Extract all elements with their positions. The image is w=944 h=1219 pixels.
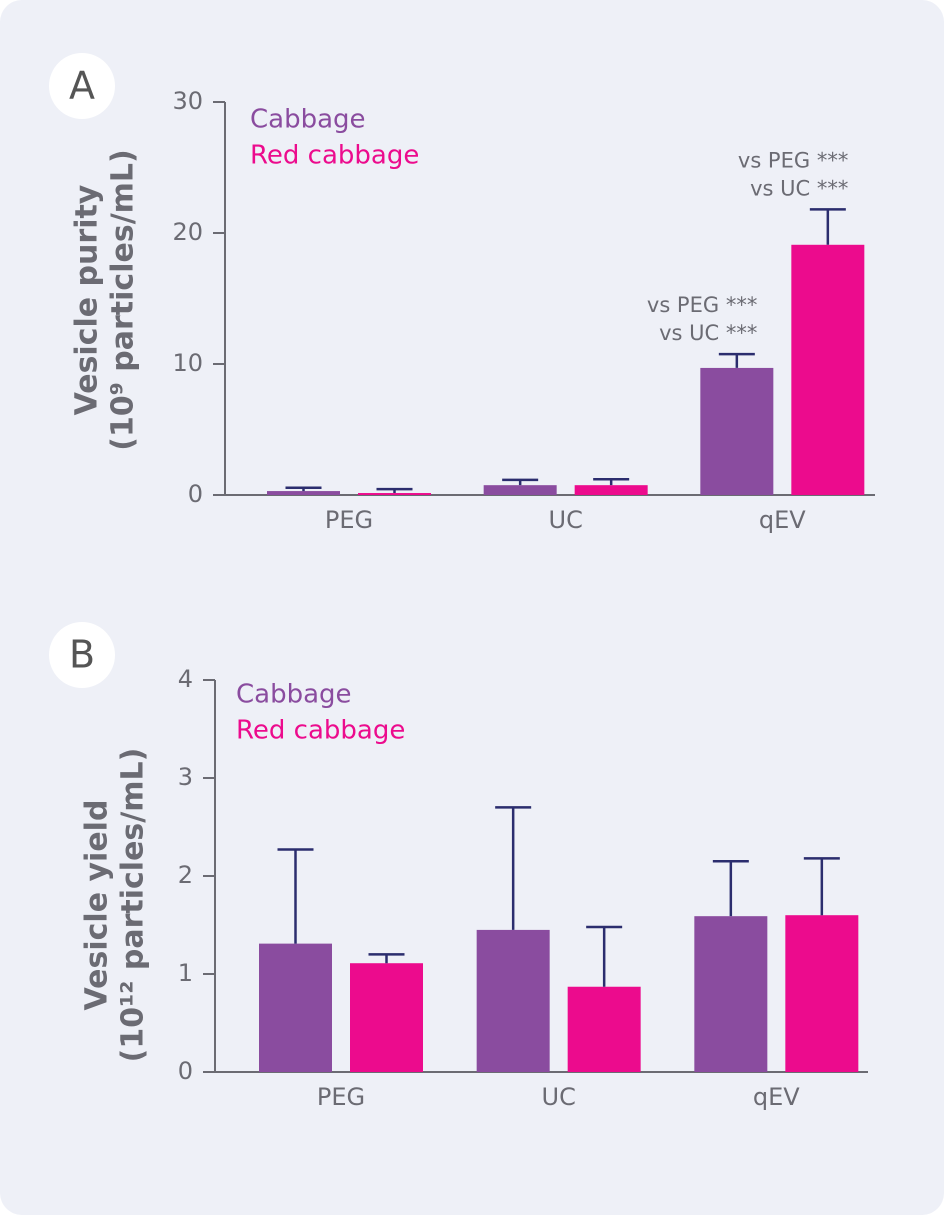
annotation: vs PEG ***	[738, 148, 848, 172]
x-tick-label: qEV	[759, 506, 806, 534]
y-tick-label: 10	[172, 349, 203, 377]
bar	[574, 485, 648, 495]
y-tick-label: 2	[178, 861, 193, 889]
x-tick-label: UC	[549, 506, 583, 534]
y-tick-label: 30	[172, 87, 203, 115]
annotation: vs UC ***	[659, 321, 757, 345]
y-tick-label: 4	[178, 665, 193, 693]
error-bar	[809, 208, 846, 245]
panel-badge	[49, 53, 115, 119]
error-bar	[285, 486, 322, 492]
bar	[700, 367, 774, 495]
y-tick-label: 0	[188, 480, 203, 508]
y-axis-title: Vesicle yield (10¹² particles/mL)	[80, 748, 151, 1063]
legend-entry: Red cabbage	[236, 716, 405, 746]
panel-label: B	[69, 633, 95, 677]
error-bar	[803, 857, 840, 916]
bar	[567, 986, 641, 1072]
x-tick-label: UC	[542, 1083, 576, 1111]
error-bar	[495, 806, 532, 930]
bar	[694, 916, 768, 1072]
bar	[358, 493, 431, 495]
error-bar	[712, 860, 749, 917]
y-axis-title-line: Vesicle yield	[80, 800, 115, 1011]
annotation: vs PEG ***	[647, 293, 757, 317]
y-tick-label: 20	[172, 218, 203, 246]
bar	[483, 485, 557, 495]
y-tick-label: 3	[178, 763, 193, 791]
y-tick-label: 1	[178, 959, 193, 987]
y-axis-title-line: (10⁹ particles/mL)	[106, 149, 141, 451]
x-tick-label: PEG	[317, 1083, 365, 1111]
error-bar	[593, 478, 630, 486]
panel-badge	[49, 622, 115, 688]
legend-entry: Red cabbage	[250, 141, 419, 171]
y-tick-label: 0	[178, 1057, 193, 1085]
error-bar	[277, 848, 314, 944]
x-tick-label: qEV	[753, 1083, 800, 1111]
y-axis-title-line: Vesicle purity	[70, 184, 105, 415]
error-bar	[586, 925, 623, 987]
annotation: vs UC ***	[750, 176, 848, 200]
y-axis-title-line: (10¹² particles/mL)	[116, 748, 151, 1063]
error-bar	[718, 352, 755, 368]
error-bar	[368, 953, 405, 964]
bar	[791, 244, 865, 495]
bar	[267, 491, 340, 495]
legend-entry: Cabbage	[236, 680, 352, 710]
error-bar	[376, 487, 413, 494]
x-tick-label: PEG	[325, 506, 373, 534]
bar	[476, 929, 550, 1072]
error-bar	[502, 478, 539, 486]
bar	[785, 915, 859, 1072]
y-axis-title: Vesicle purity (10⁹ particles/mL)	[70, 149, 141, 451]
bar	[350, 963, 423, 1072]
bar	[259, 943, 332, 1072]
panel-label: A	[69, 64, 95, 108]
legend-entry: Cabbage	[250, 105, 366, 135]
